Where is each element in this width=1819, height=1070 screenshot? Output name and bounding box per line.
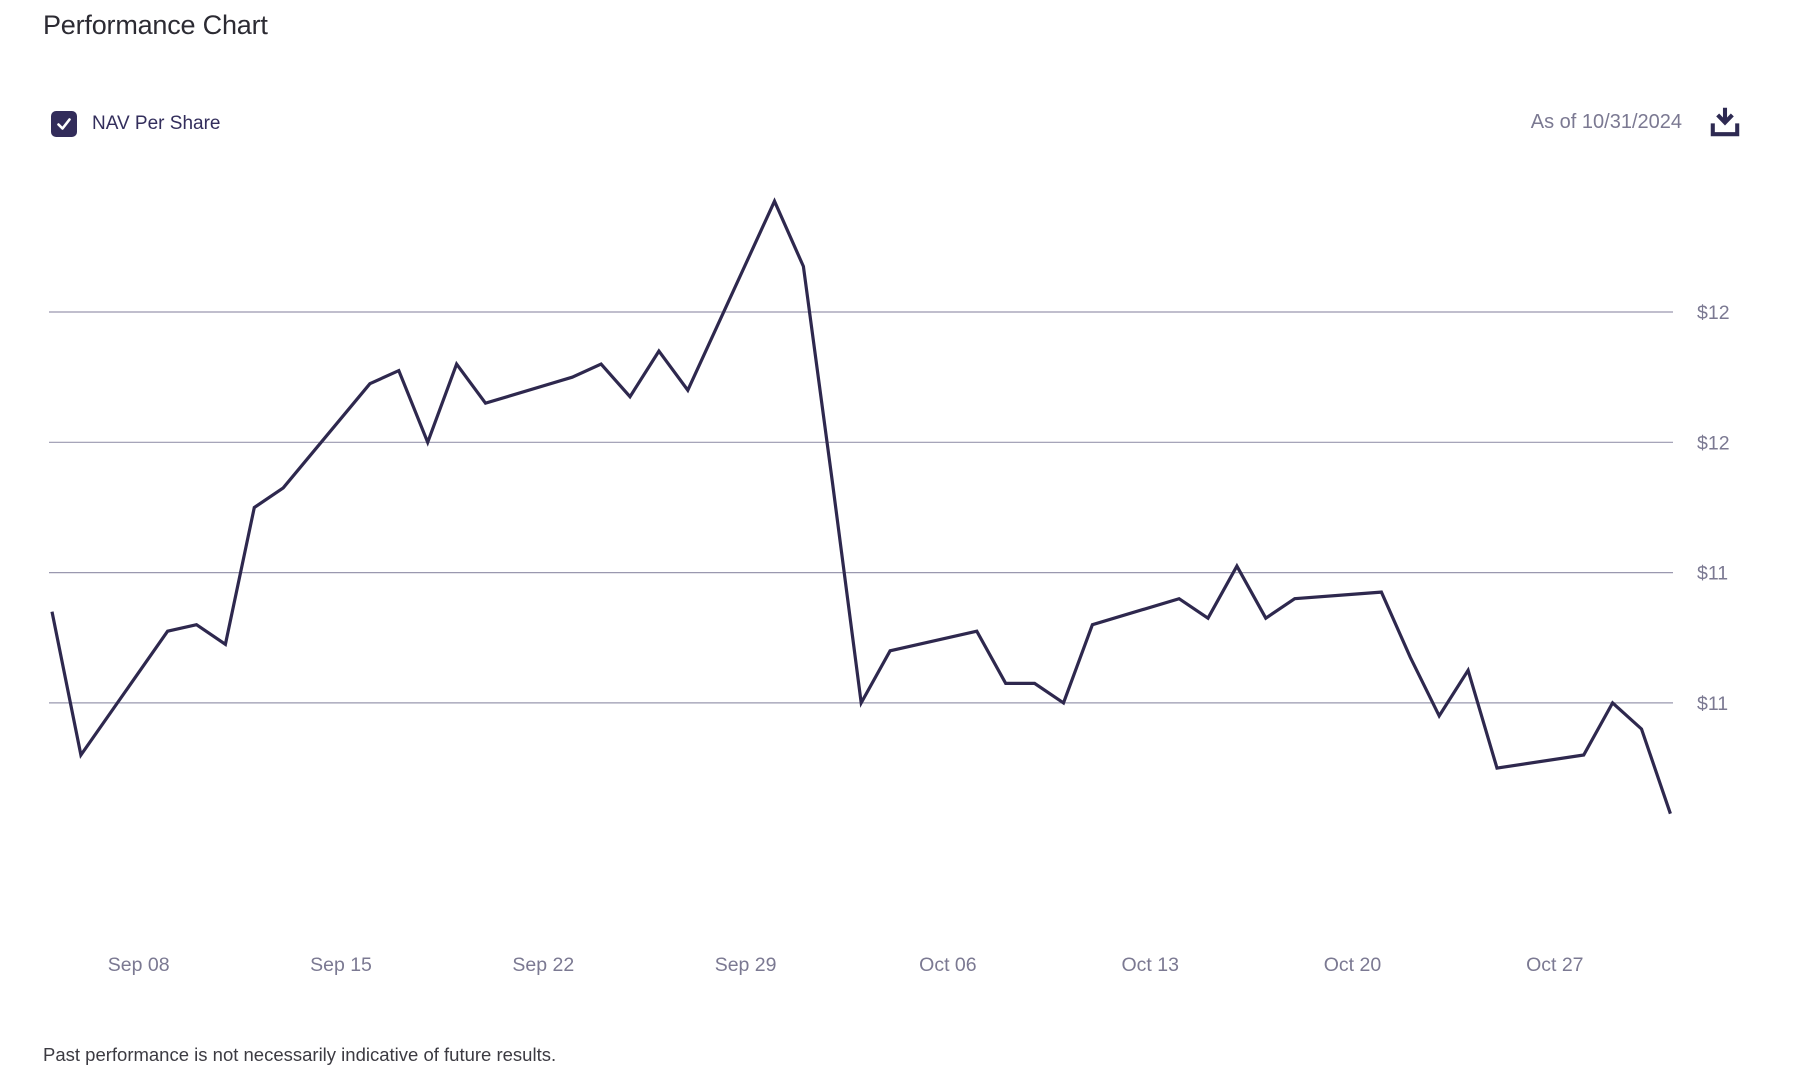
page-title: Performance Chart [43, 10, 268, 40]
disclaimer-text: Past performance is not necessarily indi… [43, 1044, 557, 1065]
download-button[interactable] [1706, 103, 1744, 141]
x-axis-label: Sep 29 [715, 954, 777, 976]
y-axis-label: $11 [1697, 563, 1728, 585]
x-axis-label: Oct 20 [1324, 954, 1382, 976]
x-axis-label: Oct 27 [1526, 954, 1583, 976]
checkmark-icon [57, 118, 71, 130]
x-axis-label: Sep 08 [108, 954, 170, 976]
x-axis-label: Sep 22 [512, 954, 574, 976]
nav-line [50, 197, 1672, 815]
x-axis-label: Oct 13 [1121, 954, 1178, 976]
x-axis-label: Sep 15 [310, 954, 372, 976]
x-axis-label: Oct 06 [919, 954, 976, 976]
nav-per-share-checkbox[interactable] [51, 111, 77, 137]
as-of-row: As of 10/31/2024 [1531, 103, 1744, 141]
legend-label: NAV Per Share [92, 113, 221, 134]
download-icon [1710, 107, 1740, 137]
y-axis-label: $11 [1697, 693, 1728, 715]
legend: NAV Per Share [51, 111, 220, 137]
y-axis-label: $12 [1697, 302, 1730, 324]
as-of-date-label: As of 10/31/2024 [1530, 110, 1682, 133]
y-axis-label: $12 [1697, 432, 1730, 454]
